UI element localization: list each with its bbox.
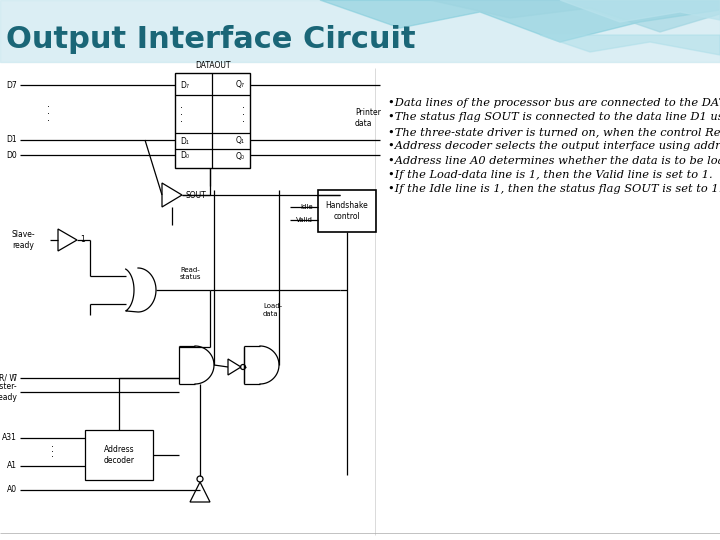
Polygon shape (320, 0, 720, 42)
Text: ·: · (180, 103, 183, 113)
Text: A31: A31 (2, 434, 17, 442)
Text: Valid: Valid (296, 217, 313, 223)
Text: 1: 1 (80, 235, 85, 245)
Text: Output Interface Circuit: Output Interface Circuit (6, 25, 415, 55)
Text: Q₁: Q₁ (236, 137, 245, 145)
Polygon shape (560, 0, 720, 22)
Text: A0: A0 (7, 485, 17, 495)
Text: D0: D0 (6, 151, 17, 159)
Text: D₁: D₁ (180, 137, 189, 145)
Text: D7: D7 (6, 80, 17, 90)
Text: Handshake
control: Handshake control (325, 201, 369, 221)
Text: Address
decoder: Address decoder (104, 446, 135, 465)
Text: D1: D1 (6, 136, 17, 145)
Text: R/ W̄: R/ W̄ (0, 374, 17, 382)
Text: ·: · (47, 102, 50, 112)
Polygon shape (540, 35, 720, 55)
Text: Printer
data: Printer data (355, 109, 381, 127)
Text: A1: A1 (7, 462, 17, 470)
Text: ·: · (47, 109, 50, 119)
Bar (175, 73, 250, 168)
Bar (85, 430, 153, 480)
Text: DATAOUT: DATAOUT (194, 60, 230, 70)
Text: •Data lines of the processor bus are connected to the DATAOUT register of the in: •Data lines of the processor bus are con… (388, 98, 720, 194)
Text: D₇: D₇ (180, 80, 189, 90)
Polygon shape (430, 0, 720, 32)
Bar (0, 0, 720, 62)
Text: ·: · (50, 452, 53, 462)
Text: Load-
data: Load- data (263, 303, 282, 316)
Text: ·: · (47, 116, 50, 126)
Text: Slave-
ready: Slave- ready (12, 230, 35, 249)
Text: Q₇: Q₇ (236, 80, 245, 90)
Text: ·: · (50, 447, 53, 457)
Text: ·: · (50, 442, 53, 452)
Text: SOUT: SOUT (186, 191, 207, 199)
Text: ·: · (242, 103, 245, 113)
Text: ·: · (242, 117, 245, 127)
Text: Read-
status: Read- status (179, 267, 201, 280)
Text: Master-
ready: Master- ready (0, 382, 17, 402)
Text: Q₀: Q₀ (236, 152, 245, 160)
Text: ·: · (242, 110, 245, 120)
Bar (318, 190, 376, 232)
Text: D₀: D₀ (180, 152, 189, 160)
Text: Idle: Idle (300, 204, 313, 210)
Text: ·: · (180, 117, 183, 127)
Text: ·: · (180, 110, 183, 120)
